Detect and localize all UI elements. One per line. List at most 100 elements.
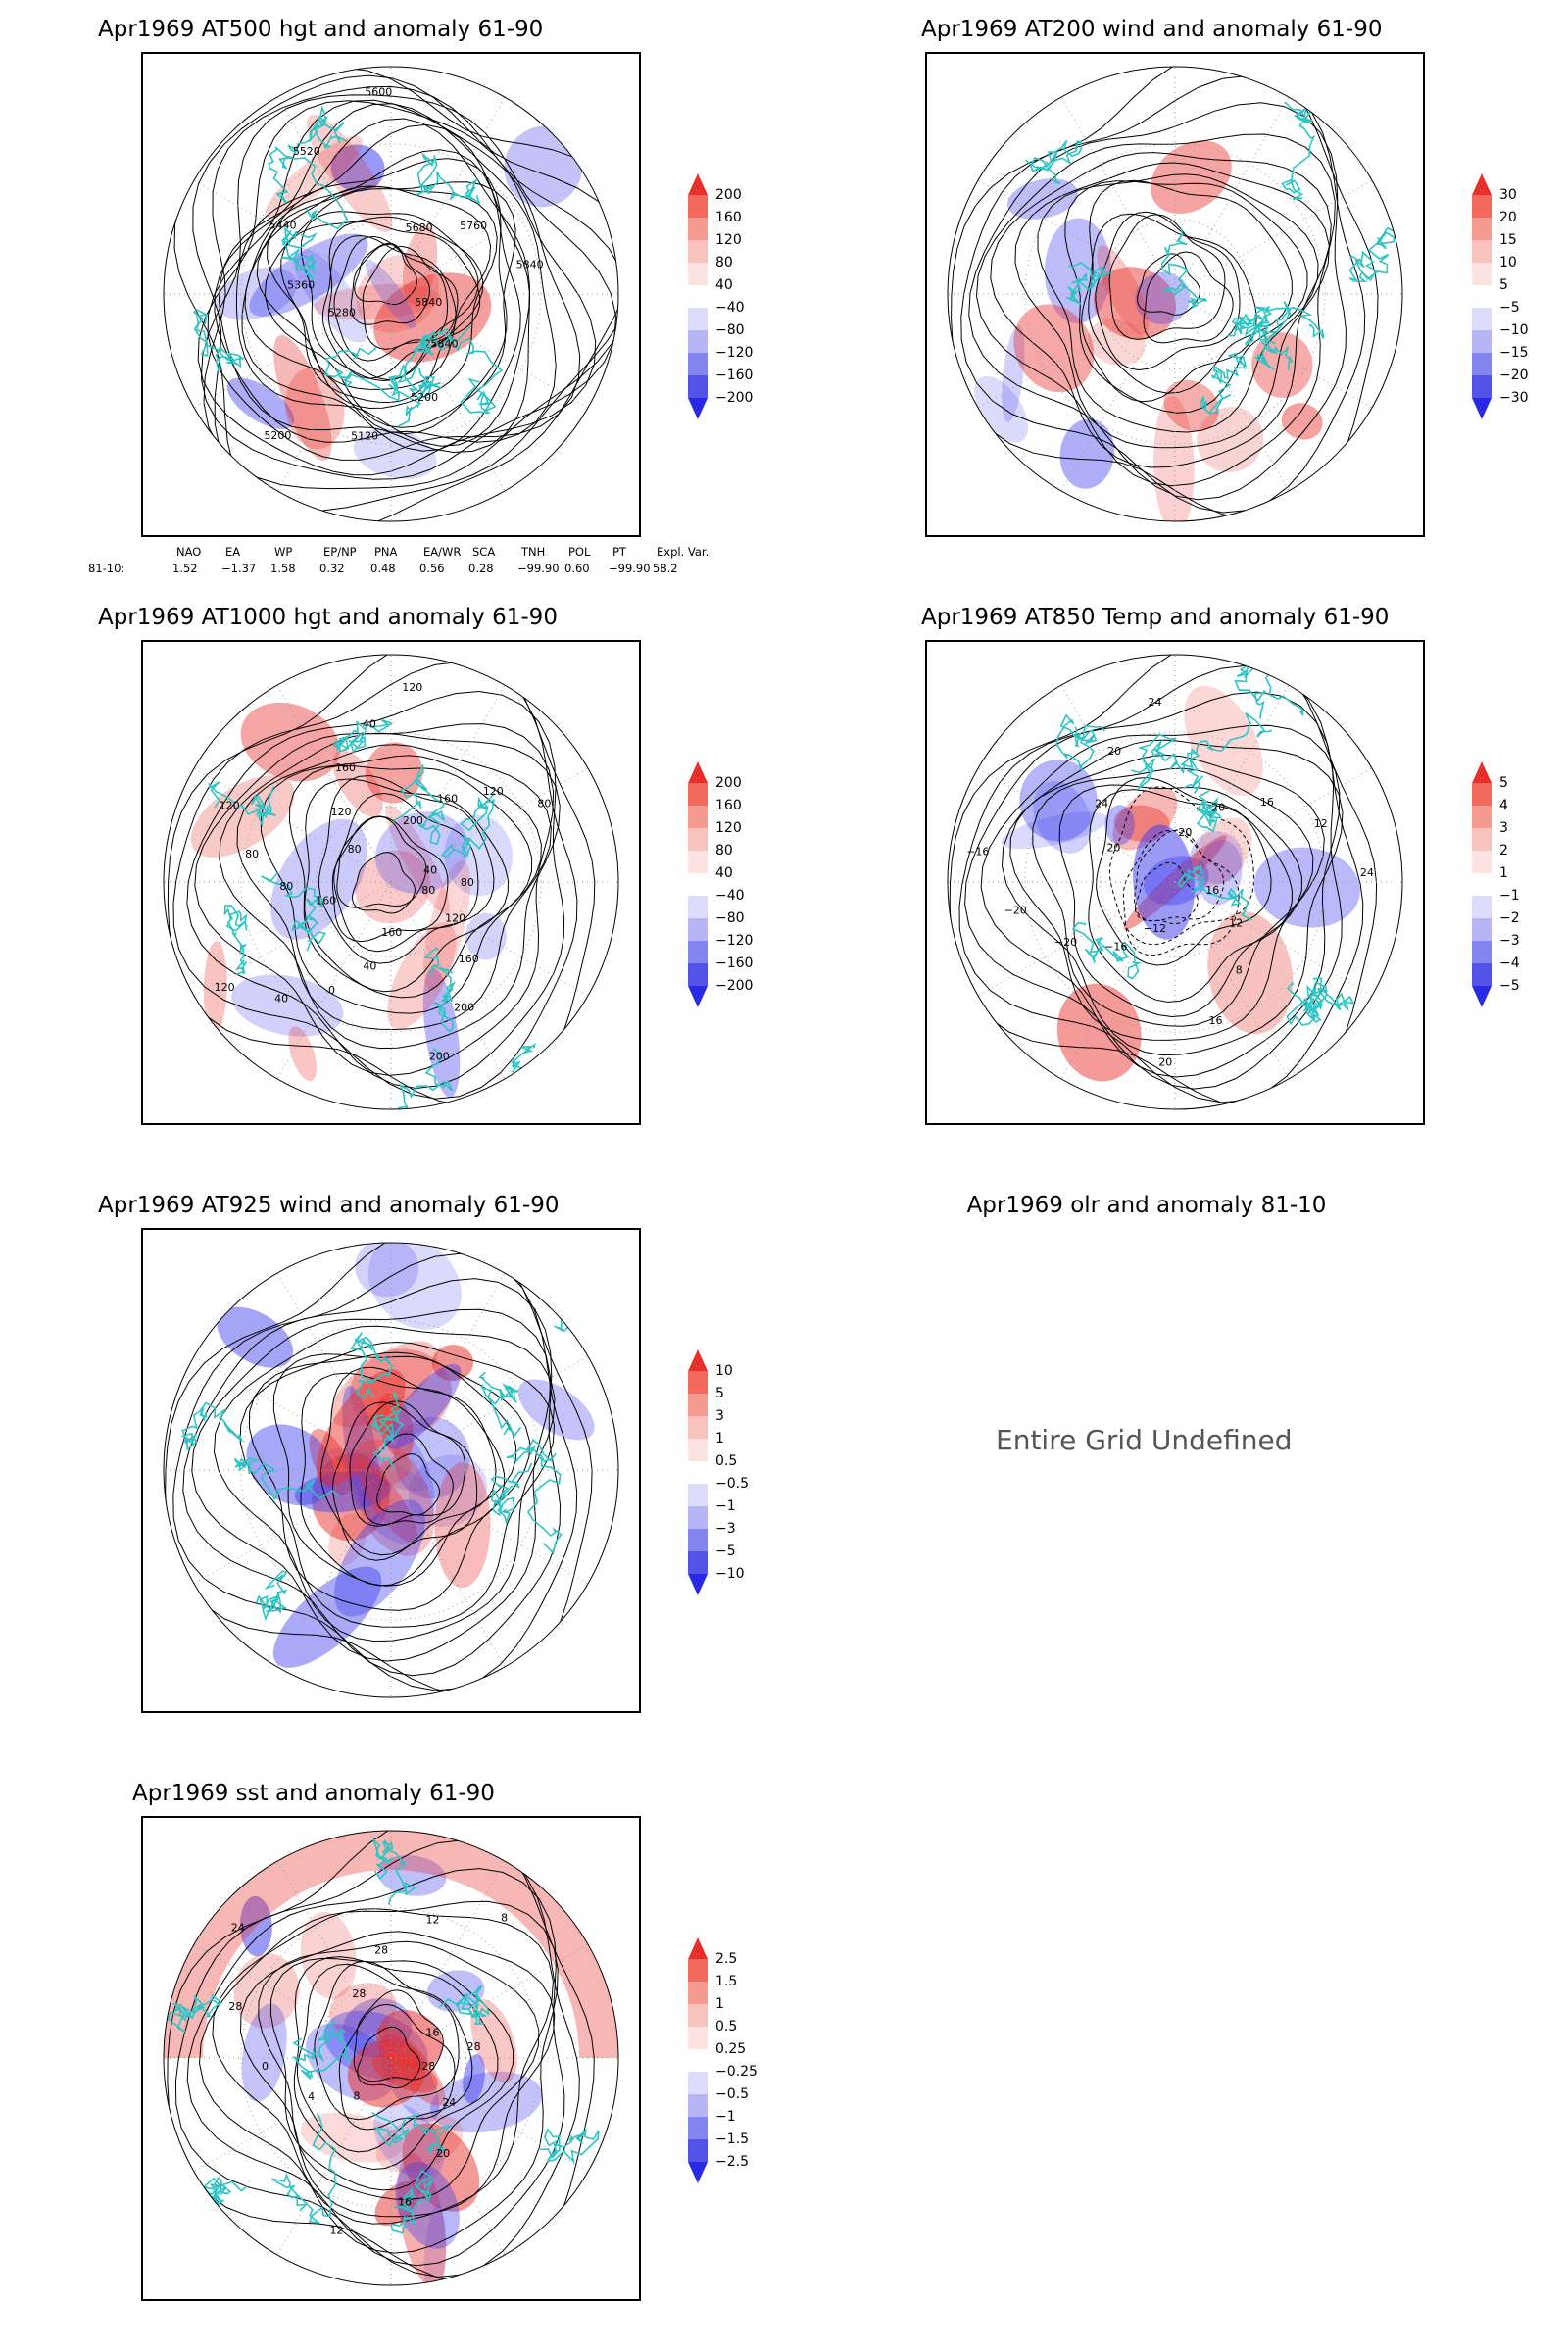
contour-line [1001, 739, 1344, 1056]
coastline [261, 872, 327, 952]
contour-line [258, 1940, 540, 2201]
meridian-line [390, 96, 506, 295]
map-canvas: 5840 5840 5200 5120 5200 5280 5360 5440 5520 5600… [163, 66, 619, 522]
meridian-line [390, 767, 589, 883]
contour-line [964, 691, 1343, 1090]
coastline [332, 718, 394, 754]
negative-anomaly-shading [395, 2162, 460, 2249]
colorbar-upper-arrow [1472, 761, 1492, 783]
coastline [233, 1457, 340, 1501]
contour-label: 120 [402, 681, 422, 694]
contour-line [338, 2003, 456, 2131]
coastline [1130, 733, 1186, 790]
contour-label: 80 [421, 884, 435, 897]
colorbar-tick-label: 4 [1499, 798, 1508, 813]
coastline [350, 1332, 394, 1399]
contour-line [336, 815, 427, 908]
contour-label: 4 [308, 2090, 315, 2103]
contour-line [296, 1963, 473, 2153]
positive-anomaly-shading [1056, 983, 1142, 1082]
streamline [1137, 253, 1201, 316]
panel-title-at925: Apr1969 AT925 wind and anomaly 61-90 [98, 1193, 560, 1218]
colorbar-tick-label: 160 [715, 210, 742, 225]
index-header: POL [568, 545, 591, 559]
colorbar-tick-label: −3 [1499, 933, 1520, 949]
panel-title-at500: Apr1969 AT500 hgt and anomaly 61-90 [98, 17, 544, 42]
contour-label: 8 [501, 1912, 508, 1925]
index-header: TNH [521, 545, 546, 559]
coastline [167, 1993, 223, 2034]
coastline [1286, 984, 1323, 1026]
index-header: WP [274, 545, 293, 559]
negative-anomaly-shading [408, 1454, 488, 1527]
streamline [1081, 213, 1257, 403]
index-value: −99.90 [517, 562, 560, 575]
colorbar-swatch [688, 1371, 708, 1394]
contour-label: 24 [1360, 866, 1374, 879]
index-header: PNA [374, 545, 398, 559]
contour-label: 20 [1107, 745, 1121, 758]
contour-label: 28 [352, 1987, 366, 2000]
colorbar-tick-label: −1 [715, 2109, 736, 2125]
streamline [191, 1308, 552, 1662]
contour-line [331, 815, 449, 943]
colorbar-tick-label: −160 [715, 368, 754, 383]
positive-anomaly-shading [240, 702, 340, 782]
map-panel-at925 [141, 1228, 641, 1713]
contour-label: 24 [442, 2096, 456, 2109]
positive-anomaly-shading [385, 805, 450, 914]
contour-label: 20 [1158, 1056, 1172, 1069]
colorbar-lower-arrow [688, 1574, 708, 1595]
meridian-line [390, 2057, 589, 2173]
colorbar-tick-label: −5 [1499, 978, 1520, 994]
contour-label: −20 [1054, 936, 1077, 949]
colorbar-tick-label: −30 [1499, 390, 1529, 406]
colorbar-tick-label: 3 [715, 1408, 724, 1424]
index-value: 0.28 [468, 562, 494, 575]
colorbar-swatch [688, 2027, 708, 2049]
meridian-line [1060, 96, 1176, 295]
positive-anomaly-shading [1281, 403, 1323, 440]
contour-label: 160 [316, 895, 336, 907]
positive-anomaly-shading [357, 1461, 417, 1544]
colorbar-swatch [1472, 806, 1492, 828]
colorbar-tick-label: 3 [1499, 820, 1508, 836]
contour-line [318, 774, 495, 964]
positive-anomaly-shading [376, 1393, 415, 1459]
negative-anomaly-shading [463, 2054, 485, 2104]
contour-label: 5840 [431, 337, 459, 350]
contour-line [203, 85, 618, 490]
positive-anomaly-shading [1097, 245, 1150, 335]
index-value: 0.60 [564, 562, 590, 575]
colorbar-lower-arrow [688, 2162, 708, 2183]
colorbar-upper-arrow [688, 1937, 708, 1959]
negative-anomaly-shading [239, 1895, 272, 1957]
colorbar-tick-label: −200 [715, 978, 754, 994]
coastline [1244, 318, 1294, 370]
meridian-line [1174, 293, 1290, 492]
colorbar-tick-label: 200 [715, 775, 742, 791]
colorbar-swatch [688, 353, 708, 375]
contour-label: 40 [274, 993, 288, 1005]
index-header: Expl. Var. [657, 545, 710, 559]
contour-line [186, 690, 565, 1090]
index-header: EA/WR [423, 545, 462, 559]
colorbar-swatch [1472, 263, 1492, 285]
colorbar-tick-label: 160 [715, 798, 742, 813]
colorbar-swatch [688, 2004, 708, 2027]
contour-label: 20 [436, 2147, 450, 2160]
latitude-circle [240, 731, 542, 1033]
meridian-line [193, 767, 392, 883]
colorbar-tick-label: −80 [715, 322, 745, 338]
colorbar-swatch [1472, 783, 1492, 806]
map-canvas: 80 120 160 200 200 160 40 0 40 120 160 80 80 120 80 120… [163, 654, 619, 1110]
colorbar-swatch [688, 2117, 708, 2139]
negative-anomaly-shading [1002, 325, 1025, 422]
colorbar-at500: 200 160 120 80 40 −40 −80 −120 −160 −200 [686, 173, 774, 444]
colorbar-sst: 2.5 1.5 1 0.5 0.25 −0.25 −0.5 −1 −1.5 −2.5 [686, 1937, 774, 2208]
contour-label: 20 [1106, 842, 1120, 855]
contour-label: 200 [429, 1050, 450, 1062]
coastline [414, 152, 481, 206]
colorbar-swatches [688, 761, 708, 1007]
latitude-circle [315, 1982, 467, 2134]
